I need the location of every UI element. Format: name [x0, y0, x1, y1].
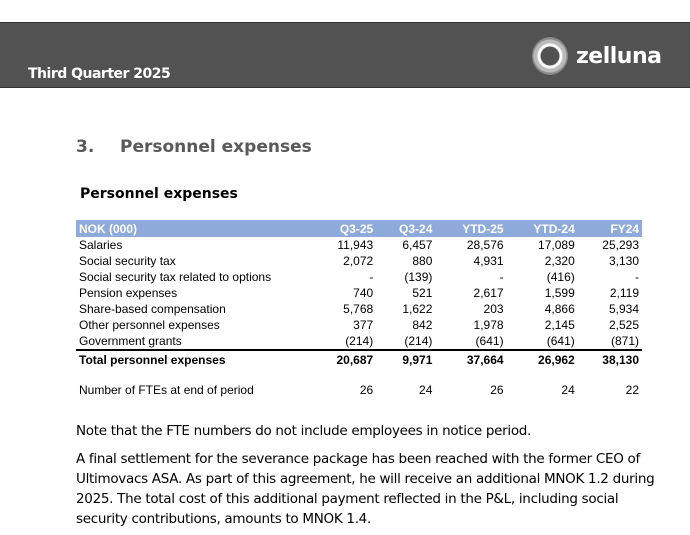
cell-value: (641)	[546, 334, 575, 348]
table-row: Social security tax related to options - (…	[76, 269, 642, 285]
cell-value: 842	[412, 318, 433, 332]
cell-value: 2,525	[608, 318, 639, 332]
cell-value: 203	[483, 302, 504, 316]
column-header: Q3-24	[376, 220, 436, 237]
logo-text: zelluna	[576, 43, 662, 69]
table-row: Other personnel expenses 377 842 1,978 2,145…	[76, 317, 642, 333]
cell-value: (214)	[404, 334, 433, 348]
cell-value: 2,617	[473, 286, 504, 300]
column-header: NOK (000)	[76, 220, 312, 237]
row-label: Government grants	[79, 334, 182, 348]
cell-value: 4,931	[473, 254, 504, 268]
section-heading: 3. Personnel expenses	[76, 137, 312, 157]
cell-value: 2,119	[609, 286, 639, 300]
cell-value: 17,089	[538, 238, 575, 252]
cell-value: (139)	[404, 270, 433, 284]
company-logo: zelluna	[532, 37, 662, 75]
row-label: Social security tax	[79, 254, 176, 268]
column-header: Q3-25	[312, 220, 377, 237]
cell-value: 2,145	[544, 318, 575, 332]
table-title: Personnel expenses	[80, 186, 238, 202]
cell-value: 1,622	[402, 302, 433, 316]
cell-value: 3,130	[608, 254, 639, 268]
column-header: YTD-25	[435, 220, 507, 237]
personnel-expenses-table: NOK (000) Q3-25 Q3-24 YTD-25 YTD-24 FY24 Sala…	[76, 220, 642, 398]
cell-value: -	[499, 270, 504, 284]
cell-value: 24	[561, 383, 575, 397]
cell-value: 2,320	[544, 254, 575, 268]
cell-value: 5,768	[343, 302, 374, 316]
cell-value: (416)	[546, 270, 575, 284]
table-row: Social security tax 2,072 880 4,931 2,320 3,1…	[76, 253, 642, 269]
logo-ring-icon	[532, 37, 568, 75]
cell-value: 521	[412, 286, 433, 300]
severance-note: A final settlement for the severance pac…	[76, 451, 655, 527]
row-label: Salaries	[79, 238, 123, 252]
cell-value: 740	[353, 286, 374, 300]
spacer-row	[76, 368, 642, 382]
cell-value: 20,687	[312, 349, 377, 368]
spacer	[76, 368, 642, 382]
table-header-row: NOK (000) Q3-25 Q3-24 YTD-25 YTD-24 FY24	[76, 220, 642, 237]
row-label: Total personnel expenses	[76, 349, 312, 368]
cell-value: 5,934	[608, 302, 639, 316]
row-label: Pension expenses	[79, 286, 178, 300]
total-row: Total personnel expenses 20,687 9,971 37,66…	[76, 349, 642, 368]
cell-value: 25,293	[602, 238, 639, 252]
section-number: 3.	[76, 137, 95, 157]
cell-value: 22	[625, 383, 639, 397]
table-row: Share-based compensation 5,768 1,622 203 4,8…	[76, 301, 642, 317]
cell-value: -	[635, 270, 639, 284]
cell-value: (214)	[345, 334, 374, 348]
column-header: FY24	[577, 220, 642, 237]
row-label: Number of FTEs at end of period	[79, 383, 254, 397]
report-header-bar: Third Quarter 2025 zelluna	[0, 22, 690, 88]
cell-value: 38,130	[577, 349, 642, 368]
cell-value: 26	[490, 383, 504, 397]
cell-value: (871)	[610, 334, 639, 348]
cell-value: 11,943	[337, 238, 374, 252]
fte-row: Number of FTEs at end of period 26 24 26 24 2…	[76, 382, 642, 398]
report-period: Third Quarter 2025	[28, 66, 171, 82]
section-title: Personnel expenses	[120, 137, 312, 157]
cell-value: 26	[359, 383, 374, 397]
column-header: YTD-24	[506, 220, 578, 237]
cell-value: 880	[412, 254, 433, 268]
fte-note: Note that the FTE numbers do not include…	[76, 423, 532, 439]
cell-value: (641)	[475, 334, 504, 348]
table-row: Pension expenses 740 521 2,617 1,599 2,119	[76, 285, 642, 301]
row-label: Social security tax related to options	[79, 270, 272, 284]
cell-value: 28,576	[466, 238, 504, 252]
cell-value: 1,978	[473, 318, 504, 332]
table-row: Salaries 11,943 6,457 28,576 17,089 25,293	[76, 237, 642, 253]
cell-value: 24	[419, 383, 433, 397]
table-row: Government grants (214) (214) (641) (641) (87…	[76, 333, 642, 350]
cell-value: 9,971	[376, 349, 436, 368]
cell-value: 26,962	[506, 349, 578, 368]
cell-value: 2,072	[343, 254, 374, 268]
cell-value: 1,599	[544, 286, 575, 300]
cell-value: 4,866	[544, 302, 575, 316]
cell-value: 377	[353, 318, 374, 332]
row-label: Other personnel expenses	[79, 318, 220, 332]
row-label: Share-based compensation	[79, 302, 226, 316]
cell-value: 37,664	[435, 349, 507, 368]
cell-value: -	[369, 270, 374, 284]
cell-value: 6,457	[402, 238, 433, 252]
